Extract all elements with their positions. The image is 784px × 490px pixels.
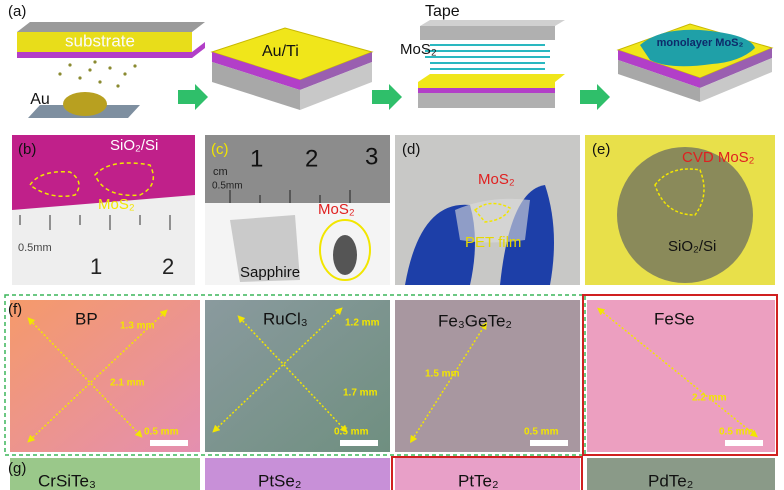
substrate-text: SiO₂/Si (668, 238, 716, 255)
material-name: FeSe (654, 309, 695, 328)
substrate-text: Sapphire (240, 264, 300, 281)
ruler-unit: cm (213, 166, 228, 178)
flake-text: MoS₂ (400, 41, 437, 58)
material-name: PtTe₂ (458, 471, 499, 490)
ruler-tick: 1 (90, 254, 102, 279)
dimension-label: 1.7 mm (343, 388, 378, 399)
material-name: BP (75, 309, 98, 328)
flake-text: MoS₂ (98, 196, 135, 213)
ruler-unit: 0.5mm (212, 181, 243, 192)
source-text: Au (30, 91, 50, 108)
panel-label: (b) (18, 141, 36, 158)
flake-text: MoS₂ (478, 171, 515, 188)
scale-bar (530, 440, 568, 446)
scale-bar-label: 0.5 mm (524, 427, 559, 438)
dimension-label: 1.2 mm (345, 318, 380, 329)
scale-bar (725, 440, 763, 446)
dimension-label: 2.2 mm (692, 393, 727, 404)
dimension-label: 2.1 mm (110, 378, 145, 389)
flake-text: CVD MoS₂ (682, 149, 755, 166)
scale-bar-label: 0.5 mm (334, 427, 369, 438)
dimension-label: 1.5 mm (425, 369, 460, 380)
panel-label: (e) (592, 141, 610, 158)
ruler-tick: 1 (250, 145, 263, 172)
material-name: RuCl₃ (263, 309, 308, 328)
tape-text: Tape (425, 3, 460, 20)
material-name: PdTe₂ (648, 471, 693, 490)
ruler-tick: 2 (162, 254, 174, 279)
substrate-text: SiO₂/Si (110, 137, 158, 154)
ruler-unit: 0.5mm (18, 242, 52, 254)
panel-label: (d) (402, 141, 420, 158)
ruler-tick: 3 (365, 143, 378, 170)
result-text: monolayer MoS₂ (657, 37, 744, 49)
material-name: Fe₃GeTe₂ (438, 311, 512, 330)
ruler-tick: 2 (305, 145, 318, 172)
panel-label: (c) (211, 141, 229, 158)
scale-bar (150, 440, 188, 446)
substrate-text: substrate (65, 31, 135, 50)
dimension-label: 1.3 mm (120, 321, 155, 332)
layer-text: Au/Ti (262, 43, 299, 60)
material-name: CrSiTe₃ (38, 471, 96, 490)
scale-bar (340, 440, 378, 446)
scale-bar-label: 0.5 mm (719, 427, 754, 438)
substrate-text: PET film (465, 234, 521, 251)
panel-label: (g) (8, 460, 26, 477)
flake-text: MoS₂ (318, 201, 355, 218)
scale-bar-label: 0.5 mm (144, 427, 179, 438)
material-name: PtSe₂ (258, 471, 301, 490)
panel-label: (a) (8, 3, 26, 20)
panel-label: (f) (8, 301, 22, 318)
